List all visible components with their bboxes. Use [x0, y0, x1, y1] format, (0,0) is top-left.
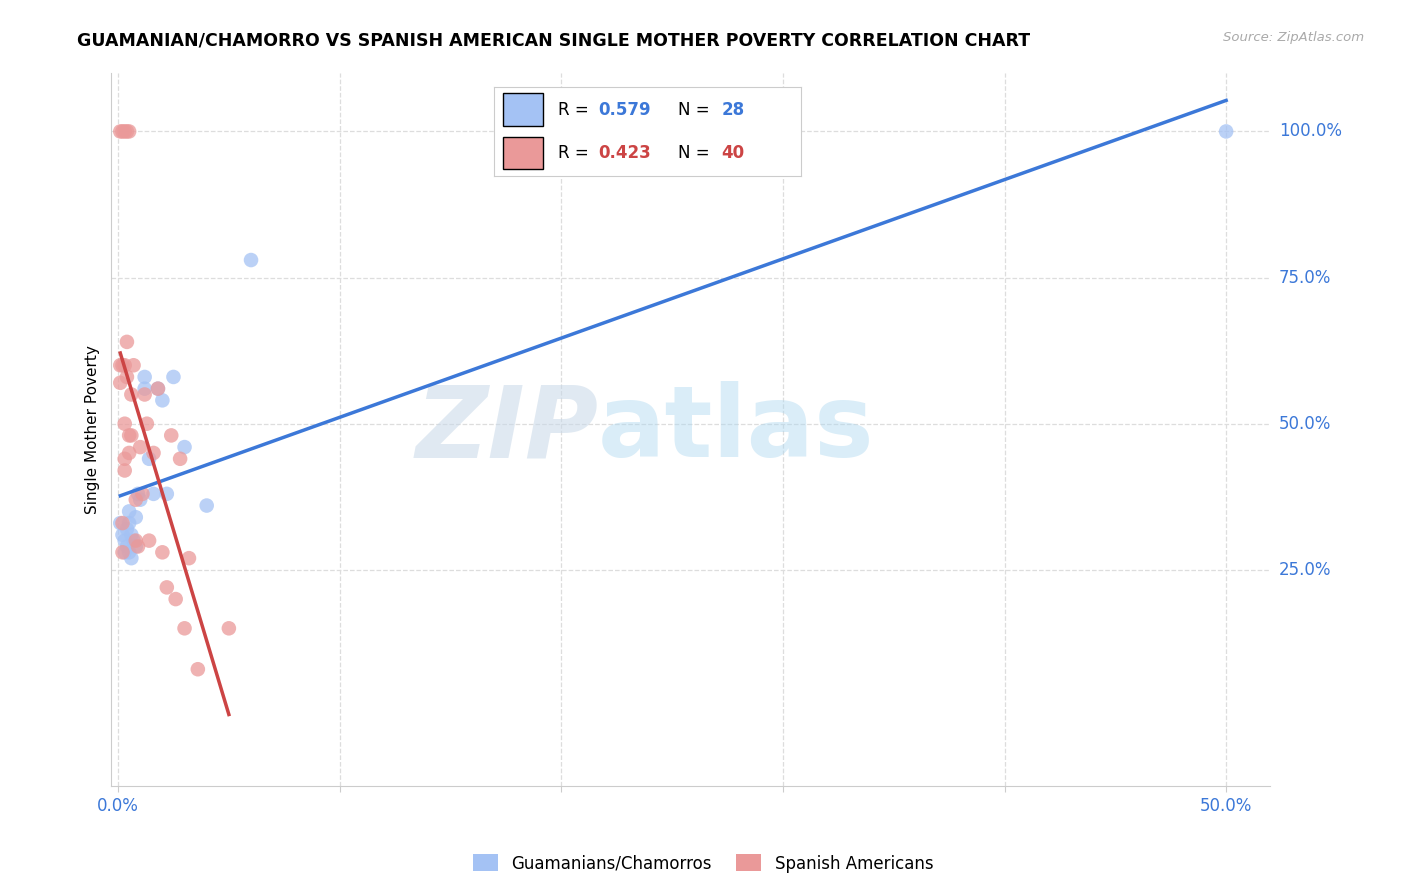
Point [111, 516, 134, 530]
Point [131, 487, 153, 501]
Text: atlas: atlas [598, 381, 875, 478]
Text: ZIP: ZIP [415, 381, 598, 478]
Text: 50.0%: 50.0% [1279, 415, 1331, 433]
Text: 100.0%: 100.0% [1279, 122, 1341, 140]
Point [195, 499, 218, 513]
Point [127, 487, 149, 501]
Point [115, 124, 138, 138]
Point [122, 358, 145, 372]
Point [118, 428, 141, 442]
Point [177, 551, 200, 566]
Text: Source: ZipAtlas.com: Source: ZipAtlas.com [1223, 31, 1364, 45]
Point [173, 440, 195, 454]
Point [114, 533, 136, 548]
Point [156, 581, 179, 595]
Point [125, 492, 148, 507]
Point [118, 446, 141, 460]
Point [135, 417, 157, 431]
Point [111, 358, 134, 372]
Point [127, 540, 149, 554]
Point [187, 662, 209, 676]
Point [118, 504, 141, 518]
Point [120, 428, 142, 442]
Point [129, 492, 152, 507]
Point [156, 487, 179, 501]
Point [218, 621, 240, 635]
Point [122, 533, 145, 548]
Text: GUAMANIAN/CHAMORRO VS SPANISH AMERICAN SINGLE MOTHER POVERTY CORRELATION CHART: GUAMANIAN/CHAMORRO VS SPANISH AMERICAN S… [77, 31, 1031, 49]
Point [142, 446, 165, 460]
Point [114, 417, 136, 431]
Point [1215, 124, 1237, 138]
Point [115, 522, 138, 536]
Point [142, 487, 165, 501]
Legend: Guamanians/Chamorros, Spanish Americans: Guamanians/Chamorros, Spanish Americans [465, 847, 941, 880]
Point [120, 551, 142, 566]
Point [125, 540, 148, 554]
Point [240, 253, 263, 268]
Point [115, 370, 138, 384]
Y-axis label: Single Mother Poverty: Single Mother Poverty [86, 345, 100, 514]
Point [115, 540, 138, 554]
Point [114, 545, 136, 559]
Point [150, 393, 173, 408]
Point [111, 528, 134, 542]
Point [138, 533, 160, 548]
Point [114, 451, 136, 466]
Point [111, 124, 134, 138]
Point [110, 124, 132, 138]
Point [129, 440, 152, 454]
Point [162, 370, 184, 384]
Point [118, 545, 141, 559]
Point [125, 510, 148, 524]
Point [134, 382, 156, 396]
Text: 25.0%: 25.0% [1279, 561, 1331, 579]
Point [110, 358, 132, 372]
Point [115, 334, 138, 349]
Point [165, 592, 187, 607]
Point [134, 387, 156, 401]
Point [114, 124, 136, 138]
Point [120, 528, 142, 542]
Point [120, 387, 142, 401]
Point [111, 545, 134, 559]
Point [118, 124, 141, 138]
Point [110, 516, 132, 530]
Point [125, 533, 148, 548]
Point [146, 382, 169, 396]
Point [150, 545, 173, 559]
Point [110, 376, 132, 390]
Point [169, 451, 191, 466]
Point [138, 451, 160, 466]
Point [173, 621, 195, 635]
Point [118, 516, 141, 530]
Text: 75.0%: 75.0% [1279, 268, 1331, 286]
Point [114, 358, 136, 372]
Point [114, 463, 136, 477]
Point [146, 382, 169, 396]
Point [160, 428, 183, 442]
Point [134, 370, 156, 384]
